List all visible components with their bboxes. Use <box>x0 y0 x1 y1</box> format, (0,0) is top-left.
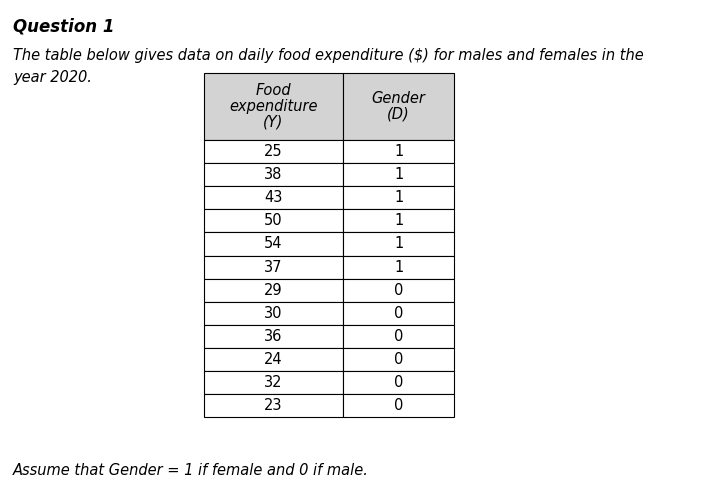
Text: 1: 1 <box>394 144 403 159</box>
Text: 1: 1 <box>394 213 403 228</box>
Text: 37: 37 <box>265 260 282 275</box>
Bar <box>343 232 454 256</box>
Text: 0: 0 <box>394 306 403 321</box>
Text: (D): (D) <box>388 107 410 122</box>
Bar <box>204 302 343 325</box>
Text: Assume that Gender = 1 if female and 0 if male.: Assume that Gender = 1 if female and 0 i… <box>13 463 369 478</box>
Bar <box>343 73 454 140</box>
Bar <box>204 394 343 417</box>
Bar <box>343 371 454 394</box>
Text: Gender: Gender <box>372 91 425 106</box>
Text: expenditure: expenditure <box>230 99 317 114</box>
Text: 54: 54 <box>265 236 282 252</box>
Text: 30: 30 <box>265 306 282 321</box>
Text: 32: 32 <box>265 375 282 390</box>
Text: 1: 1 <box>394 236 403 252</box>
Text: Food: Food <box>256 83 291 98</box>
Bar <box>204 232 343 256</box>
Bar <box>343 163 454 186</box>
Bar <box>204 73 343 140</box>
Bar <box>343 348 454 371</box>
Text: 0: 0 <box>394 283 403 298</box>
Text: 1: 1 <box>394 167 403 182</box>
Bar <box>343 140 454 163</box>
Bar <box>204 256 343 279</box>
Bar <box>343 256 454 279</box>
Bar <box>343 209 454 232</box>
Bar <box>343 394 454 417</box>
Text: 36: 36 <box>265 329 282 344</box>
Bar <box>343 186 454 209</box>
Text: 1: 1 <box>394 190 403 205</box>
Bar <box>204 325 343 348</box>
Text: 38: 38 <box>265 167 282 182</box>
Text: (Y): (Y) <box>263 115 284 130</box>
Bar <box>204 140 343 163</box>
Bar <box>204 186 343 209</box>
Bar <box>204 279 343 302</box>
Text: 50: 50 <box>264 213 283 228</box>
Bar <box>204 348 343 371</box>
Text: 23: 23 <box>265 398 282 413</box>
Text: The table below gives data on daily food expenditure ($) for males and females i: The table below gives data on daily food… <box>13 48 644 85</box>
Bar <box>204 163 343 186</box>
Text: 0: 0 <box>394 352 403 367</box>
Bar <box>343 279 454 302</box>
Text: 0: 0 <box>394 398 403 413</box>
Bar <box>204 371 343 394</box>
Text: 43: 43 <box>265 190 282 205</box>
Text: 1: 1 <box>394 260 403 275</box>
Text: 29: 29 <box>264 283 283 298</box>
Bar <box>343 325 454 348</box>
Text: 25: 25 <box>264 144 283 159</box>
Bar <box>343 302 454 325</box>
Text: Question 1: Question 1 <box>13 18 114 36</box>
Text: 24: 24 <box>264 352 283 367</box>
Bar <box>204 209 343 232</box>
Text: 0: 0 <box>394 329 403 344</box>
Text: 0: 0 <box>394 375 403 390</box>
